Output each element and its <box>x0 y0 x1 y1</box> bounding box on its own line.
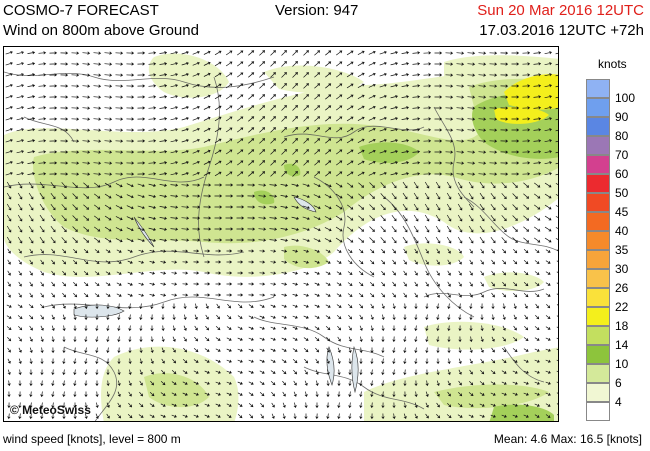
legend-label: 14 <box>615 338 629 352</box>
legend-swatch <box>586 174 610 193</box>
legend-swatch <box>586 307 610 326</box>
legend-label: 50 <box>615 186 629 200</box>
meteoswiss-logo: © MeteoSwiss <box>10 403 91 417</box>
legend-swatch <box>586 364 610 383</box>
footer-description: wind speed [knots], level = 800 m <box>3 432 181 446</box>
legend-swatch <box>586 98 610 117</box>
run-info: 17.03.2016 12UTC +72h <box>479 22 644 39</box>
legend-swatch <box>586 288 610 307</box>
legend-label: 18 <box>615 319 629 333</box>
legend-unit: knots <box>598 57 627 71</box>
wind-map: © MeteoSwiss <box>3 46 559 422</box>
model-title: COSMO-7 FORECAST <box>3 2 159 19</box>
legend-swatch <box>586 79 610 98</box>
legend-swatch <box>586 383 610 402</box>
legend-swatch <box>586 326 610 345</box>
legend-label: 30 <box>615 262 629 276</box>
legend-label: 100 <box>615 91 636 105</box>
topography-lines <box>4 71 558 421</box>
legend-label: 6 <box>615 376 622 390</box>
legend-label: 4 <box>615 395 622 409</box>
legend-label: 70 <box>615 148 629 162</box>
legend-swatch <box>586 212 610 231</box>
version-label: Version: 947 <box>275 2 359 19</box>
legend-label: 26 <box>615 281 629 295</box>
legend-label: 80 <box>615 129 629 143</box>
legend-swatch <box>586 250 610 269</box>
legend-label: 40 <box>615 224 629 238</box>
legend-swatch <box>586 155 610 174</box>
wind-vectors <box>5 50 558 420</box>
map-subtitle: Wind on 800m above Ground <box>3 22 199 39</box>
legend-swatch <box>586 136 610 155</box>
legend-swatch <box>586 231 610 250</box>
legend-swatch <box>586 269 610 288</box>
legend-label: 22 <box>615 300 629 314</box>
legend-label: 90 <box>615 110 629 124</box>
legend-label: 10 <box>615 357 629 371</box>
legend-label: 45 <box>615 205 629 219</box>
footer-stats: Mean: 4.6 Max: 16.5 [knots] <box>493 432 642 446</box>
valid-time: Sun 20 Mar 2016 12UTC <box>477 2 644 19</box>
wind-arrow-field <box>5 50 558 420</box>
legend-label: 60 <box>615 167 629 181</box>
legend-swatch <box>586 193 610 212</box>
legend-swatch <box>586 402 610 421</box>
legend-swatch <box>586 345 610 364</box>
legend-label: 35 <box>615 243 629 257</box>
legend-swatch <box>586 117 610 136</box>
wind-speed-shading <box>4 53 558 421</box>
